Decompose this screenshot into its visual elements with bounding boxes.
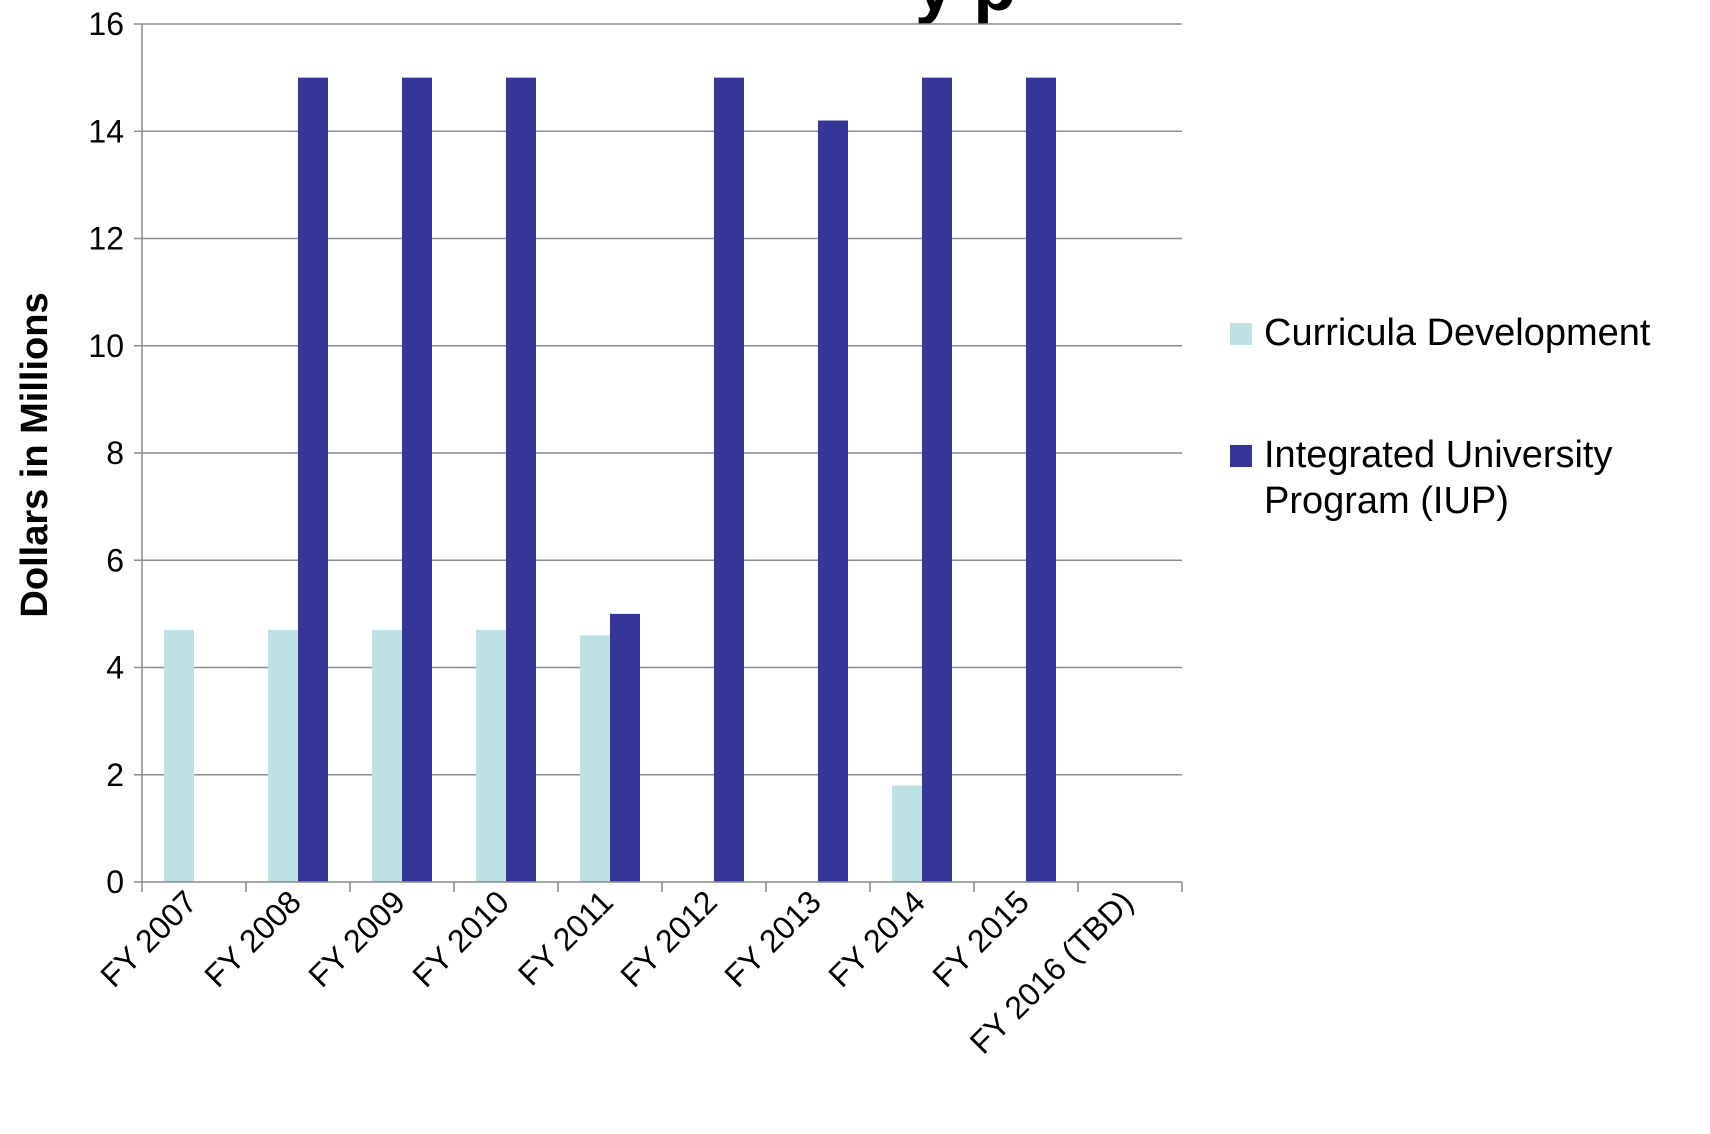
- legend-item-iup: Integrated University Program (IUP): [1230, 432, 1700, 524]
- bar: [892, 785, 922, 882]
- legend-label-curricula: Curricula Development: [1264, 312, 1651, 354]
- y-tick-label: 10: [88, 328, 124, 364]
- legend-swatch-iup: [1230, 445, 1252, 467]
- bar: [922, 77, 952, 882]
- bar: [298, 77, 328, 882]
- x-tick-label: FY 2011: [511, 883, 620, 992]
- axes: [134, 23, 1183, 892]
- bar: [580, 635, 610, 882]
- bar: [372, 629, 402, 882]
- bar: [476, 629, 506, 882]
- bar: [164, 629, 194, 882]
- x-tick-label: FY 2012: [613, 883, 724, 994]
- y-tick-label: 14: [88, 113, 124, 149]
- bar: [1026, 77, 1056, 882]
- y-tick-label: 16: [88, 6, 124, 42]
- x-tick-label: FY 2014: [821, 883, 932, 994]
- y-axis-label: Dollars in Millions: [14, 292, 56, 617]
- x-tick-label: FY 2010: [405, 883, 516, 994]
- bars: [164, 77, 1056, 882]
- x-tick-label: FY 2007: [93, 883, 204, 994]
- chart-title-fragment: y p: [915, 0, 1016, 25]
- y-tick-label: 0: [106, 864, 124, 900]
- y-tick-labels: 0 2 4 6 8 10 12 14 16: [88, 6, 124, 900]
- bar: [714, 77, 744, 882]
- legend-label-iup: Integrated University Program (IUP): [1264, 434, 1613, 522]
- x-tick-label: FY 2008: [197, 883, 308, 994]
- y-tick-label: 4: [106, 650, 124, 686]
- y-tick-label: 2: [106, 757, 124, 793]
- x-tick-label: FY 2013: [717, 883, 828, 994]
- x-tick-label: FY 2009: [301, 883, 412, 994]
- legend-swatch-curricula: [1230, 323, 1252, 345]
- y-tick-label: 6: [106, 542, 124, 578]
- y-tick-label: 12: [88, 221, 124, 257]
- bar: [268, 629, 298, 882]
- legend-item-curricula: Curricula Development: [1230, 310, 1700, 356]
- bar: [506, 77, 536, 882]
- bar: [818, 120, 848, 882]
- bar: [402, 77, 432, 882]
- y-tick-label: 8: [106, 435, 124, 471]
- bar: [610, 613, 640, 882]
- legend: Curricula Development Integrated Univers…: [1230, 310, 1700, 524]
